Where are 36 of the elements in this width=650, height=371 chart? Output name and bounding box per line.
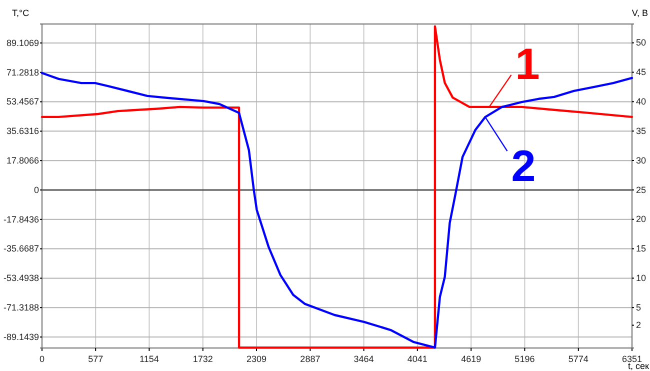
series-label: 2 bbox=[511, 142, 536, 192]
y2-tick-label: 10 bbox=[636, 273, 646, 284]
y2-tick-label: 45 bbox=[636, 67, 646, 78]
y-tick-label: -35.6687 bbox=[3, 244, 39, 254]
y-tick-label: -53.4938 bbox=[3, 273, 39, 284]
y-tick-label: 35.6316 bbox=[6, 126, 39, 136]
legend-label: 1 bbox=[515, 40, 540, 89]
y2-tick-label: 35 bbox=[636, 126, 646, 136]
y-tick-label: 53.4567 bbox=[6, 96, 39, 107]
x-tick-label: 4619 bbox=[461, 354, 482, 364]
y-tick-label: -89.1439 bbox=[3, 332, 39, 342]
x-tick-label: 1154 bbox=[140, 354, 159, 364]
y-tick-label: -71.3188 bbox=[3, 302, 39, 312]
y2-tick-label: 40 bbox=[636, 96, 646, 107]
x-tick-label: 4041 bbox=[407, 354, 428, 364]
x-tick-label: 2887 bbox=[300, 354, 320, 364]
x-tick-label: 577 bbox=[88, 354, 104, 364]
x-tick-label: 1732 bbox=[192, 354, 213, 364]
y2-tick-label: 15 bbox=[636, 244, 646, 254]
x-tick-label: 3464 bbox=[354, 354, 374, 364]
y2-tick-label: 30 bbox=[636, 155, 646, 166]
y2-tick-label: 50 bbox=[636, 38, 646, 48]
y-axis-title: T,°C bbox=[12, 8, 30, 18]
x-tick-label: 2309 bbox=[246, 354, 267, 364]
y-tick-label: 89.1069 bbox=[6, 38, 39, 48]
x-tick-label: 5774 bbox=[568, 354, 588, 364]
y2-tick-label: 2 bbox=[636, 320, 642, 330]
y2-tick-label: 20 bbox=[636, 214, 646, 224]
y-tick-label: 17.8066 bbox=[6, 155, 39, 166]
y-tick-label: 0 bbox=[34, 184, 39, 195]
x-tick-label: 5196 bbox=[514, 354, 535, 364]
y2-tick-label: 25 bbox=[636, 184, 646, 195]
y-tick-label: -17.8436 bbox=[3, 214, 39, 224]
y2-axis-title: V, B bbox=[632, 8, 648, 18]
y2-tick-label: 5 bbox=[636, 302, 642, 312]
y-tick-label: 71.2818 bbox=[6, 67, 39, 78]
